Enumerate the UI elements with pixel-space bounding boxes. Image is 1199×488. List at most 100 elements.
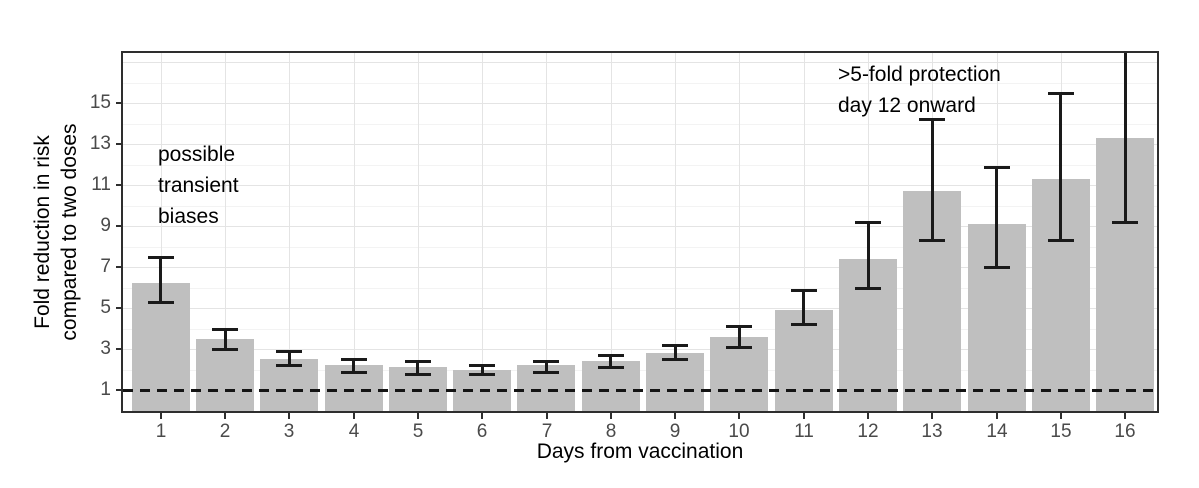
error-bar-cap-upper-day-8 <box>598 354 624 358</box>
x-axis-tick-label: 15 <box>1050 421 1072 442</box>
bar-day-8 <box>582 361 640 411</box>
error-bar-line-day-1 <box>159 256 162 302</box>
error-bar-line-day-11 <box>802 289 805 325</box>
error-bar-cap-upper-day-4 <box>341 358 367 362</box>
annotation-protection: >5-fold protection day 12 onward <box>838 59 1001 121</box>
error-bar-line-day-7 <box>545 361 548 372</box>
annotation-line: transient <box>158 174 239 197</box>
error-bar-line-day-3 <box>288 351 291 366</box>
plot-panel: possible transient biases >5-fold protec… <box>121 51 1159 413</box>
error-bar-line-day-6 <box>481 365 484 374</box>
y-axis-tick-label: 13 <box>89 133 111 154</box>
error-bar-cap-lower-day-7 <box>533 370 559 374</box>
x-axis-tick <box>481 413 483 419</box>
annotation-line: >5-fold protection <box>838 63 1001 86</box>
bar-day-11 <box>775 310 833 411</box>
x-axis-tick <box>931 413 933 419</box>
error-bar-cap-lower-day-3 <box>276 364 302 368</box>
y-axis-tick <box>116 348 123 350</box>
gridline-vertical <box>161 53 162 411</box>
error-bar-cap-lower-day-1 <box>148 300 174 304</box>
gridline-major <box>123 349 1157 350</box>
y-axis-title: Fold reduction in risk compared to two d… <box>29 32 85 432</box>
error-bar-line-day-13 <box>931 119 934 241</box>
gridline-major <box>123 185 1157 186</box>
error-bar-line-day-14 <box>995 166 998 267</box>
gridline-major <box>123 308 1157 309</box>
error-bar-cap-lower-day-13 <box>919 239 945 243</box>
y-axis-tick-label: 5 <box>100 297 111 318</box>
x-axis-tick-label: 12 <box>857 421 879 442</box>
x-axis-tick <box>160 413 162 419</box>
error-bar-cap-lower-day-12 <box>855 286 881 290</box>
error-bar-line-day-12 <box>867 221 870 288</box>
x-axis-tick-label: 4 <box>348 421 360 442</box>
gridline-vertical <box>804 53 805 411</box>
x-axis-tick <box>288 413 290 419</box>
gridline-minor <box>123 328 1157 330</box>
error-bar-cap-lower-day-9 <box>662 358 688 362</box>
x-axis-tick <box>417 413 419 419</box>
x-axis-tick <box>867 413 869 419</box>
x-axis-tick-label: 7 <box>541 421 553 442</box>
annotation-line: biases <box>158 205 219 228</box>
x-axis-tick-label: 9 <box>669 421 681 442</box>
x-axis-tick <box>610 413 612 419</box>
gridline-vertical <box>482 53 483 411</box>
y-axis-tick <box>116 225 123 227</box>
gridline-minor <box>123 246 1157 248</box>
gridline-vertical <box>225 53 226 411</box>
gridline-vertical <box>611 53 612 411</box>
error-bar-line-day-10 <box>738 326 741 347</box>
error-bar-cap-upper-day-9 <box>662 343 688 347</box>
gridline-vertical <box>546 53 547 411</box>
x-axis-tick <box>803 413 805 419</box>
y-axis-tick-label: 9 <box>100 215 111 236</box>
x-axis-tick-label: 11 <box>794 421 814 442</box>
error-bar-line-day-2 <box>224 328 227 349</box>
x-axis-tick-label: 14 <box>986 421 1008 442</box>
annotation-line: day 12 onward <box>838 94 976 117</box>
gridline-vertical <box>354 53 355 411</box>
error-bar-line-day-4 <box>352 359 355 372</box>
gridline-major <box>123 62 1157 63</box>
x-axis-tick-label: 5 <box>412 421 424 442</box>
x-axis-tick <box>674 413 676 419</box>
error-bar-line-day-8 <box>609 355 612 368</box>
y-axis-tick-label: 15 <box>89 92 111 113</box>
gridline-major <box>123 144 1157 145</box>
x-axis-tick-label: 13 <box>921 421 943 442</box>
gridline-vertical <box>289 53 290 411</box>
gridline-minor <box>123 369 1157 371</box>
error-bar-cap-upper-day-10 <box>726 325 752 329</box>
error-bar-cap-upper-day-11 <box>791 288 817 292</box>
error-bar-line-day-15 <box>1059 92 1062 241</box>
x-axis-tick <box>224 413 226 419</box>
x-axis-tick-label: 1 <box>155 421 167 442</box>
x-axis-tick-label: 8 <box>605 421 617 442</box>
error-bar-cap-lower-day-8 <box>598 366 624 370</box>
x-axis-tick-label: 10 <box>728 421 750 442</box>
error-bar-cap-lower-day-14 <box>984 266 1010 269</box>
x-axis-tick <box>738 413 740 419</box>
gridline-vertical <box>418 53 419 411</box>
annotation-line: possible <box>158 143 236 166</box>
y-axis-tick-label: 7 <box>100 256 111 277</box>
error-bar-line-day-9 <box>674 344 677 360</box>
y-axis-tick <box>116 102 123 104</box>
bar-day-10 <box>710 336 768 411</box>
error-bar-cap-upper-day-6 <box>469 364 495 368</box>
error-bar-cap-upper-day-5 <box>405 360 431 364</box>
x-axis-tick-label: 6 <box>476 421 488 442</box>
x-axis-title: Days from vaccination <box>536 440 744 463</box>
x-axis-tick-label: 16 <box>1114 421 1136 442</box>
error-bar-cap-upper-day-7 <box>533 360 559 364</box>
error-bar-cap-lower-day-5 <box>405 372 431 376</box>
bar-day-9 <box>646 353 704 411</box>
annotation-transient-biases: possible transient biases <box>158 139 239 232</box>
error-bar-cap-lower-day-4 <box>341 370 367 374</box>
error-bar-cap-lower-day-2 <box>212 348 238 351</box>
error-bar-line-day-5 <box>416 361 419 374</box>
x-axis-tick <box>1124 413 1126 419</box>
